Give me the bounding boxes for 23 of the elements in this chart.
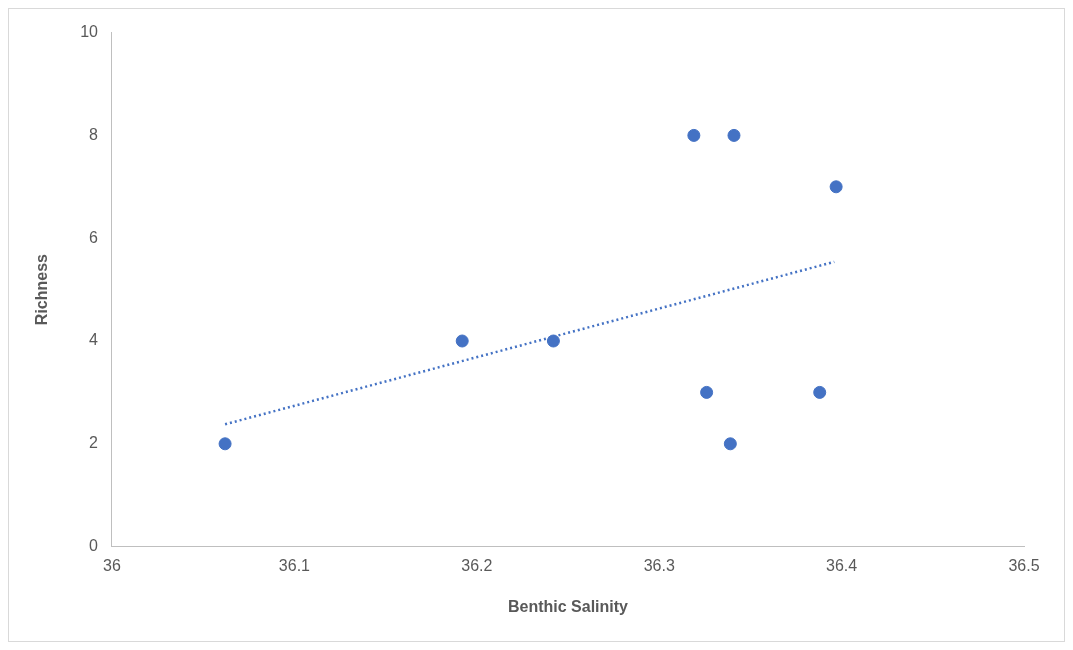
point (723, 437, 737, 451)
x-tick-label: 36.1 (278, 556, 311, 574)
y-tick-label: 0 (89, 537, 99, 555)
point (813, 385, 827, 399)
x-tick-label: 36 (103, 556, 121, 574)
point (700, 385, 714, 399)
y-tick-label: 8 (89, 125, 99, 143)
x-tick-label: 36.4 (826, 556, 858, 574)
point (727, 128, 741, 142)
x-tick-label: 36.5 (1008, 556, 1040, 574)
y-tick-label: 6 (89, 228, 99, 246)
y-tick-label: 4 (89, 331, 99, 349)
x-axis-title: Benthic Salinity (507, 597, 629, 615)
x-tick-label: 36.2 (461, 556, 493, 574)
x-tick-label: 36.3 (643, 556, 675, 574)
y-tick-label: 10 (80, 23, 99, 41)
y-axis-title: Richness (33, 253, 51, 326)
point (546, 334, 560, 348)
point (218, 437, 232, 451)
point (829, 180, 843, 194)
point (687, 128, 701, 142)
point (455, 334, 469, 348)
y-tick-label: 2 (89, 434, 99, 452)
